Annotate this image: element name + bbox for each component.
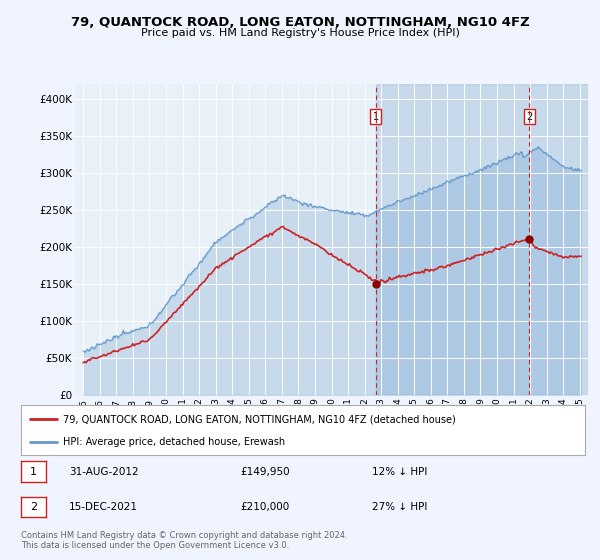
Text: Contains HM Land Registry data © Crown copyright and database right 2024.
This d: Contains HM Land Registry data © Crown c… bbox=[21, 531, 347, 550]
Text: 12% ↓ HPI: 12% ↓ HPI bbox=[372, 466, 427, 477]
Text: 1: 1 bbox=[30, 466, 37, 477]
Text: 2: 2 bbox=[30, 502, 37, 512]
Text: 27% ↓ HPI: 27% ↓ HPI bbox=[372, 502, 427, 512]
Text: £149,950: £149,950 bbox=[240, 466, 290, 477]
Text: 79, QUANTOCK ROAD, LONG EATON, NOTTINGHAM, NG10 4FZ: 79, QUANTOCK ROAD, LONG EATON, NOTTINGHA… bbox=[71, 16, 529, 29]
Text: 15-DEC-2021: 15-DEC-2021 bbox=[69, 502, 138, 512]
Text: 79, QUANTOCK ROAD, LONG EATON, NOTTINGHAM, NG10 4FZ (detached house): 79, QUANTOCK ROAD, LONG EATON, NOTTINGHA… bbox=[64, 414, 456, 424]
Text: HPI: Average price, detached house, Erewash: HPI: Average price, detached house, Erew… bbox=[64, 437, 286, 447]
Bar bbox=[376, 84, 588, 395]
Text: £210,000: £210,000 bbox=[240, 502, 289, 512]
Text: 1: 1 bbox=[373, 111, 379, 122]
Text: 2: 2 bbox=[526, 111, 533, 122]
Text: 31-AUG-2012: 31-AUG-2012 bbox=[69, 466, 139, 477]
Text: Price paid vs. HM Land Registry's House Price Index (HPI): Price paid vs. HM Land Registry's House … bbox=[140, 28, 460, 38]
